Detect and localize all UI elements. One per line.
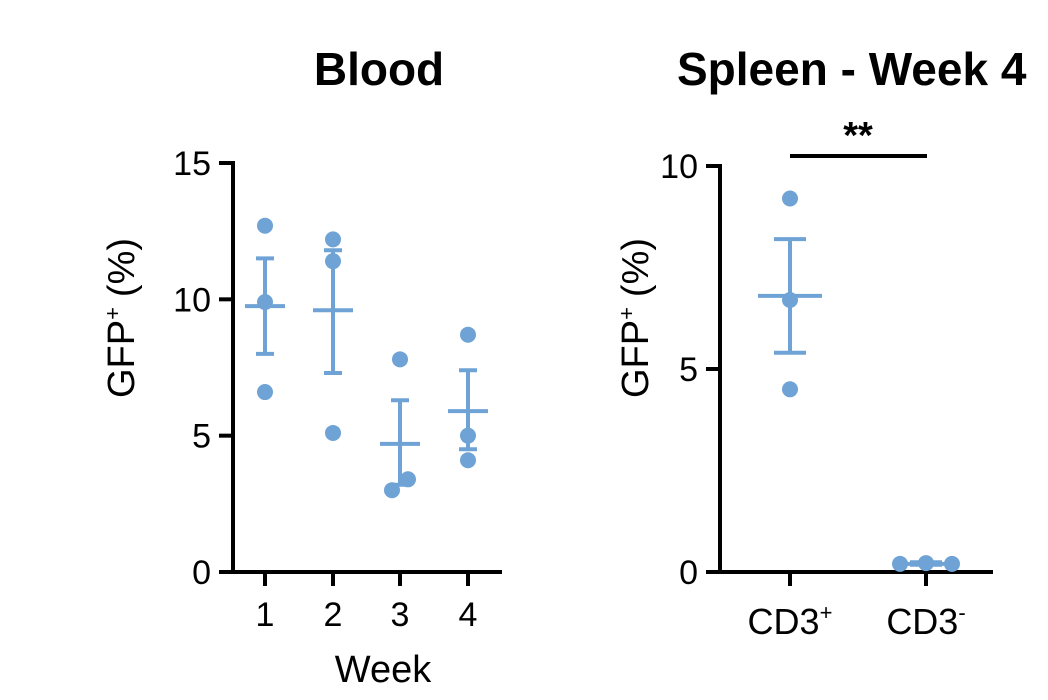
x-tick-label: 3 xyxy=(391,596,410,634)
data-point xyxy=(944,555,960,572)
data-point xyxy=(384,482,400,499)
data-point xyxy=(257,294,273,311)
spleen-chart-title: Spleen - Week 4 xyxy=(677,43,1027,95)
x-tick-label: 2 xyxy=(324,596,343,634)
y-tick-label: 5 xyxy=(192,418,211,456)
data-point xyxy=(400,471,416,488)
data-point xyxy=(460,427,476,444)
data-point xyxy=(782,381,798,398)
spleen-panel: Spleen - Week 4 GFP+(%) ** 0 5 10 CD3+ CD3- xyxy=(614,43,1027,642)
data-point xyxy=(325,424,341,441)
data-point xyxy=(257,384,273,401)
blood-chart-title: Blood xyxy=(314,43,444,95)
blood-y-axis-label: GFP+(%) xyxy=(100,238,143,398)
y-tick-label: 15 xyxy=(173,145,211,183)
data-point xyxy=(325,253,341,270)
y-tick-label: 10 xyxy=(660,148,698,186)
y-tick-label: 0 xyxy=(192,554,211,592)
significance-label: ** xyxy=(843,115,873,157)
x-tick-label: CD3+ xyxy=(748,600,833,642)
data-point xyxy=(325,231,341,248)
y-tick-label: 0 xyxy=(679,554,698,592)
data-point xyxy=(782,291,798,308)
y-tick-label: 5 xyxy=(679,351,698,389)
spleen-y-axis-label: GFP+(%) xyxy=(614,238,657,398)
blood-x-axis-label: Week xyxy=(335,649,432,691)
x-tick-label: 1 xyxy=(256,596,275,634)
data-point xyxy=(782,190,798,207)
data-point xyxy=(392,351,408,368)
data-point xyxy=(918,555,934,572)
data-point xyxy=(892,555,908,572)
blood-panel: Blood GFP+(%) Week 0 5 10 15 1 2 3 4 xyxy=(100,43,502,691)
y-tick-label: 10 xyxy=(173,281,211,319)
x-tick-label: 4 xyxy=(459,596,478,634)
x-tick-label: CD3- xyxy=(886,600,965,642)
data-point xyxy=(460,326,476,343)
data-point xyxy=(460,452,476,469)
data-point xyxy=(257,217,273,234)
